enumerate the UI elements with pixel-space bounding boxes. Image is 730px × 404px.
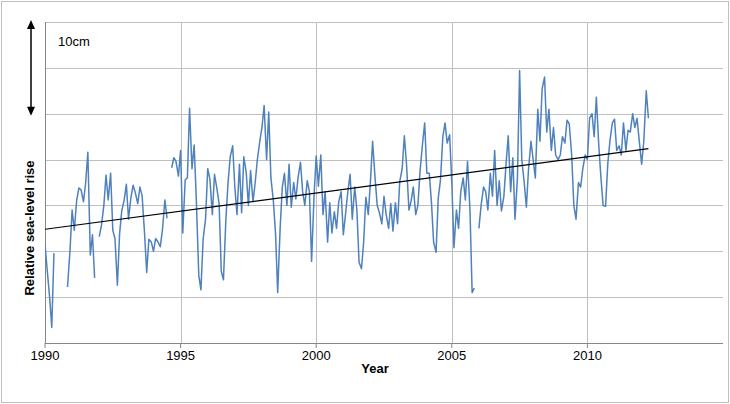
x-tick-label: 2000	[302, 348, 331, 363]
scale-arrow-shaft	[30, 24, 32, 112]
x-grid-line	[45, 22, 46, 343]
scale-arrow	[27, 20, 35, 116]
chart: 1990 1995 2000 2005 2010 Year Relative sea-lev…	[0, 0, 730, 404]
chart-frame	[2, 2, 729, 403]
trend-line	[45, 149, 648, 230]
x-axis-line	[45, 343, 723, 344]
y-grid-line	[45, 160, 723, 161]
scale-arrow-head	[27, 20, 35, 29]
scale-arrow-head	[27, 107, 35, 116]
plot-area	[45, 71, 648, 328]
y-grid-line	[45, 297, 723, 298]
y-axis-label: Relative sea-level rise	[22, 160, 37, 295]
y-grid-line	[45, 251, 723, 252]
y-axis-line	[45, 22, 46, 343]
x-axis-label: Year	[361, 361, 388, 376]
x-grid-line	[316, 22, 317, 343]
y-grid-line	[45, 114, 723, 115]
y-grid-line	[45, 343, 723, 344]
y-grid-line	[45, 68, 723, 69]
x-tick-label: 2005	[437, 348, 466, 363]
scale-label: 10cm	[58, 34, 90, 49]
data-line	[45, 71, 648, 328]
x-tick-label: 1995	[166, 348, 195, 363]
y-grid-line	[45, 22, 723, 23]
x-grid-line	[587, 22, 588, 343]
x-tick-label: 1990	[31, 348, 60, 363]
x-tick-label: 2010	[573, 348, 602, 363]
